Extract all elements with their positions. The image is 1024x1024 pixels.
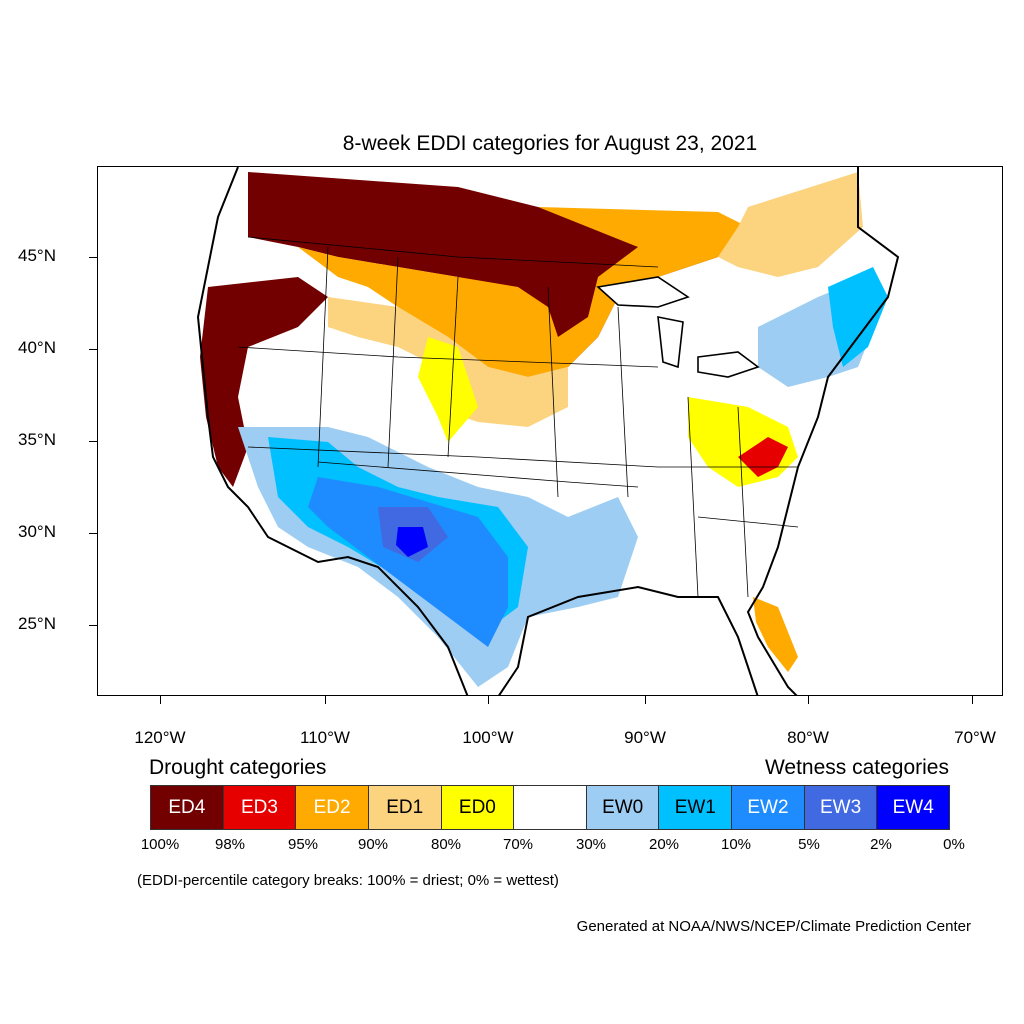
lat-tick	[89, 533, 97, 535]
lon-label-90w: 90°W	[624, 728, 666, 747]
lon-tick	[808, 696, 810, 704]
lon-tick	[972, 696, 974, 704]
break-label: 95%	[287, 836, 319, 853]
credit-line: Generated at NOAA/NWS/NCEP/Climate Predi…	[576, 918, 971, 935]
legend-cell-normal	[514, 786, 587, 829]
lon-tick	[160, 696, 162, 704]
region-ed2-north	[298, 207, 748, 377]
legend-cell-ew1: EW1	[659, 786, 733, 829]
legend-cell-ed2: ED2	[296, 786, 369, 829]
state-boundaries	[237, 236, 799, 598]
lat-label-40n: 40°N	[18, 338, 56, 357]
break-label: 20%	[648, 836, 680, 853]
lon-tick	[488, 696, 490, 704]
region-ew1-northeast	[828, 267, 888, 367]
legend-cell-ed1: ED1	[368, 786, 442, 829]
category-breaks-note: (EDDI-percentile category breaks: 100% =…	[137, 872, 559, 889]
break-label: 90%	[357, 836, 389, 853]
lat-label-35n: 35°N	[18, 430, 56, 449]
legend-cell-ew2: EW2	[732, 786, 805, 829]
lat-label-45n: 45°N	[18, 246, 56, 265]
break-label: 98%	[214, 836, 246, 853]
legend-cell-ew4: EW4	[877, 786, 950, 829]
coastline	[196, 167, 900, 695]
map-title: 8-week EDDI categories for August 23, 20…	[342, 132, 758, 155]
lon-label-110w: 110°W	[300, 728, 350, 747]
break-label: 100%	[140, 836, 180, 853]
legend-color-bar: ED4 ED3 ED2 ED1 ED0 EW0 EW1 EW2 EW3 EW4	[150, 785, 950, 830]
drought-categories-heading: Drought categories	[149, 756, 327, 779]
lon-label-100w: 100°W	[462, 728, 514, 747]
lat-tick	[89, 257, 97, 259]
legend-cell-ew3: EW3	[804, 786, 878, 829]
lon-label-80w: 80°W	[787, 728, 829, 747]
legend-cell-ed0: ED0	[441, 786, 515, 829]
break-label: 10%	[720, 836, 752, 853]
eddi-map	[196, 167, 900, 695]
legend-cell-ed4: ED4	[151, 786, 224, 829]
region-ed4-west	[200, 277, 328, 487]
lat-tick	[89, 441, 97, 443]
region-ed1-northeast	[718, 172, 863, 277]
lat-label-30n: 30°N	[18, 522, 56, 541]
legend-cell-ew0: EW0	[586, 786, 660, 829]
region-ed2-florida	[753, 597, 798, 672]
break-label: 30%	[575, 836, 607, 853]
break-label: 80%	[430, 836, 462, 853]
wetness-categories-heading: Wetness categories	[764, 756, 949, 779]
break-label: 70%	[502, 836, 534, 853]
lat-label-25n: 25°N	[18, 614, 56, 633]
break-label: 5%	[798, 836, 820, 853]
map-frame	[97, 166, 1003, 696]
lat-tick	[89, 349, 97, 351]
break-label: 2%	[870, 836, 892, 853]
break-label: 0%	[943, 836, 965, 853]
region-ew4-newmexico	[396, 527, 428, 557]
lon-tick	[325, 696, 327, 704]
region-ed0-plains	[418, 337, 478, 442]
region-ew2-southwest	[308, 477, 508, 647]
legend-cell-ed3: ED3	[223, 786, 297, 829]
lon-tick	[645, 696, 647, 704]
lon-label-120w: 120°W	[134, 728, 186, 747]
great-lakes	[596, 276, 760, 378]
lat-tick	[89, 625, 97, 627]
lon-label-70w: 70°W	[954, 728, 996, 747]
